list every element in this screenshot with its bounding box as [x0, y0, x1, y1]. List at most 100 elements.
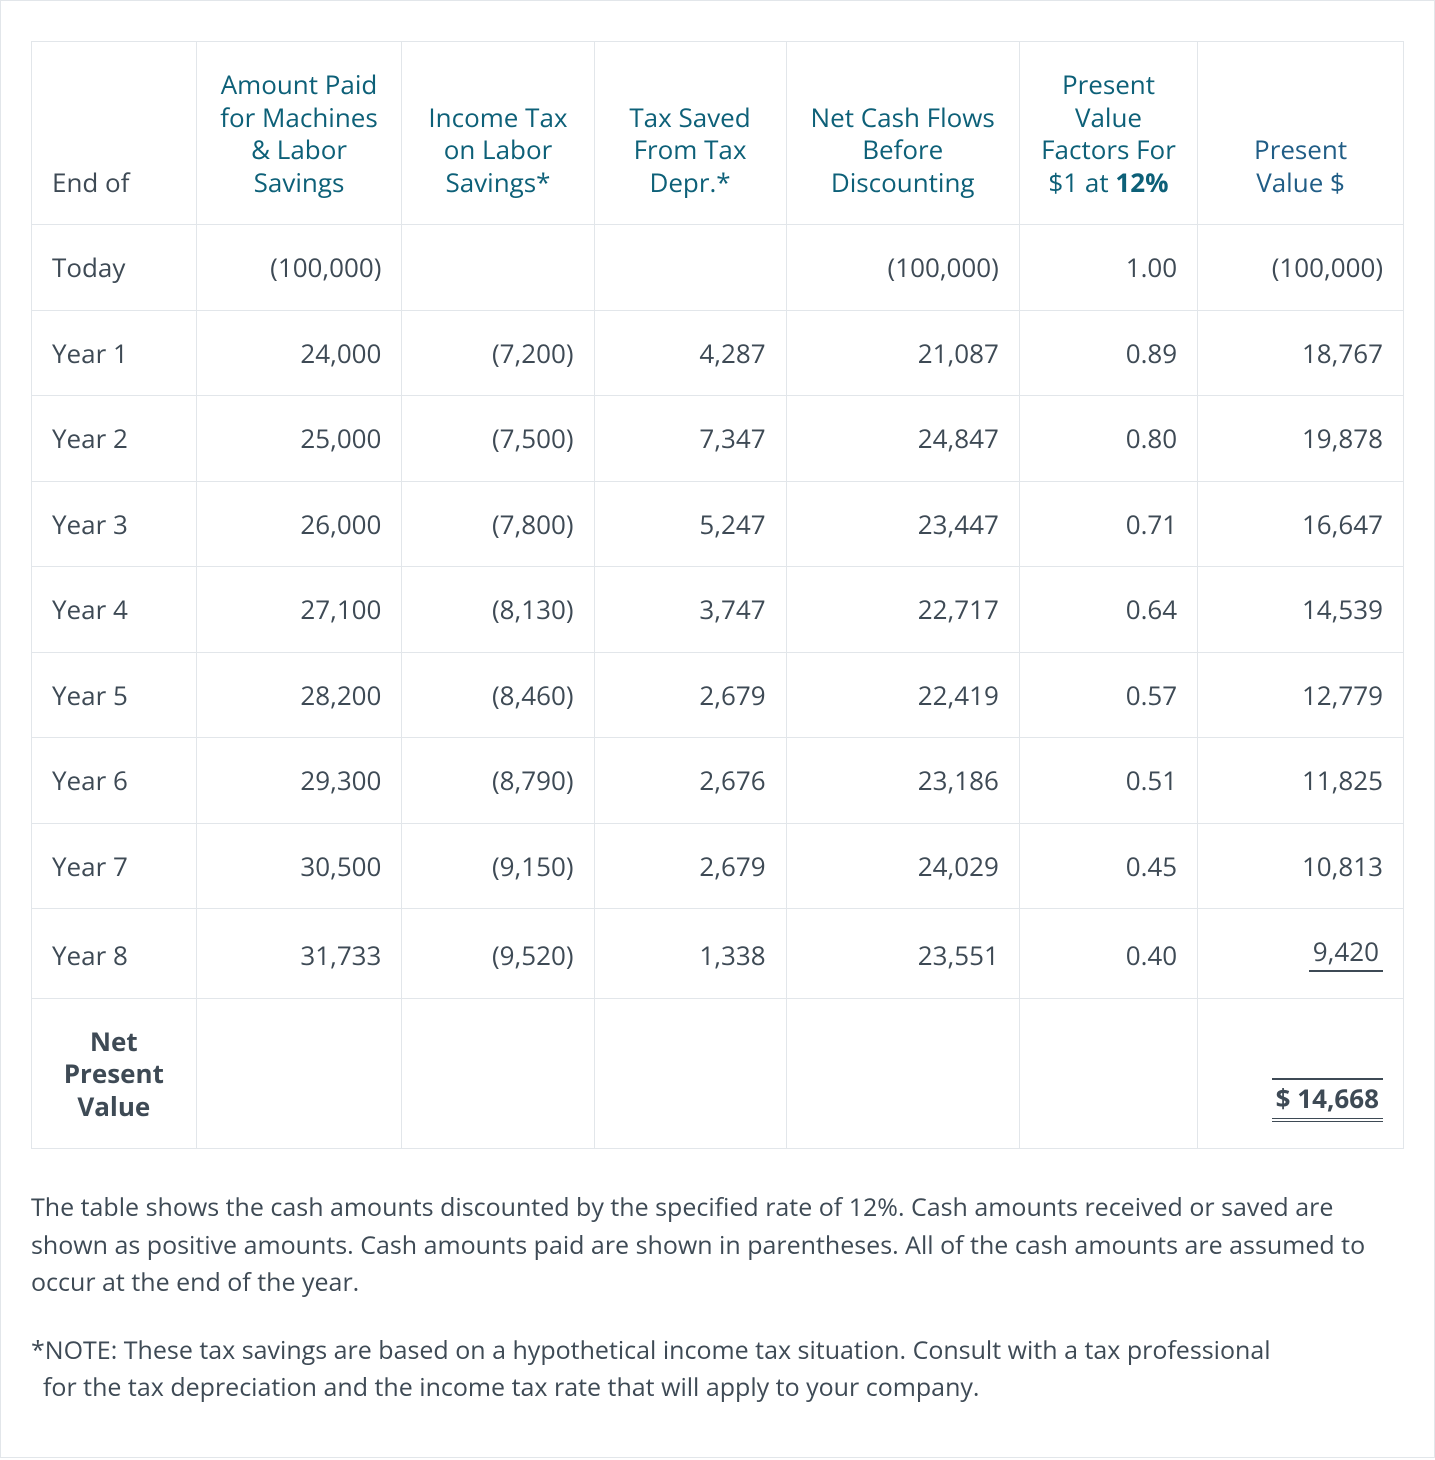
caption-note-line2: for the tax depreciation and the income …: [31, 1370, 980, 1404]
cell-pv: 19,878: [1198, 396, 1404, 482]
cell-net: 23,551: [786, 909, 1019, 999]
period: Year 3: [32, 481, 197, 567]
npv-total-label: Net Present Value: [32, 998, 197, 1149]
npv-thead: End of Amount Paid for Machines & Labor …: [32, 42, 1404, 225]
cell-tax-saved: 3,747: [594, 567, 786, 653]
cell-net: 22,717: [786, 567, 1019, 653]
empty-cell: [1019, 998, 1197, 1149]
cell-pvf: 0.80: [1019, 396, 1197, 482]
pvf-rate: 12%: [1115, 164, 1168, 200]
cell-pv: (100,000): [1198, 225, 1404, 311]
cell-net: 24,847: [786, 396, 1019, 482]
cell-tax-on: (9,520): [402, 909, 594, 999]
cell-paid: 27,100: [196, 567, 402, 653]
cell-tax-on: (7,800): [402, 481, 594, 567]
cell-pv: 16,647: [1198, 481, 1404, 567]
period: Year 6: [32, 738, 197, 824]
cell-paid: 26,000: [196, 481, 402, 567]
npv-total-cell: $ 14,668: [1198, 998, 1404, 1149]
cell-tax-saved: 2,679: [594, 652, 786, 738]
cell-tax-on: (8,790): [402, 738, 594, 824]
cell-pvf: 0.64: [1019, 567, 1197, 653]
cell-tax-saved: 7,347: [594, 396, 786, 482]
cell-pvf: 1.00: [1019, 225, 1197, 311]
cell-paid: 24,000: [196, 310, 402, 396]
header-row: End of Amount Paid for Machines & Labor …: [32, 42, 1404, 225]
cell-tax-on: [402, 225, 594, 311]
table-row: Today(100,000)(100,000)1.00(100,000): [32, 225, 1404, 311]
table-row: Year 629,300(8,790)2,67623,1860.5111,825: [32, 738, 1404, 824]
cell-paid: 29,300: [196, 738, 402, 824]
period: Year 5: [32, 652, 197, 738]
period: Year 1: [32, 310, 197, 396]
empty-cell: [594, 998, 786, 1149]
pv-subtotal-underline: 9,420: [1309, 935, 1383, 972]
cell-tax-saved: 4,287: [594, 310, 786, 396]
cell-paid: 28,200: [196, 652, 402, 738]
col-header-paid: Amount Paid for Machines & Labor Savings: [196, 42, 402, 225]
period: Year 2: [32, 396, 197, 482]
cell-pvf: 0.51: [1019, 738, 1197, 824]
cell-pvf: 0.40: [1019, 909, 1197, 999]
cell-tax-saved: 2,679: [594, 823, 786, 909]
cell-net: 23,186: [786, 738, 1019, 824]
cell-tax-saved: 5,247: [594, 481, 786, 567]
table-row: Year 427,100(8,130)3,74722,7170.6414,539: [32, 567, 1404, 653]
caption-note-line1: *NOTE: These tax savings are based on a …: [31, 1333, 1271, 1367]
table-row: Year 831,733(9,520)1,33823,5510.40 9,420: [32, 909, 1404, 999]
period: Year 4: [32, 567, 197, 653]
cell-tax-on: (8,130): [402, 567, 594, 653]
cell-tax-on: (7,200): [402, 310, 594, 396]
cell-pvf: 0.57: [1019, 652, 1197, 738]
cell-pvf: 0.45: [1019, 823, 1197, 909]
col-header-tax-on: Income Tax on Labor Savings*: [402, 42, 594, 225]
cell-tax-saved: [594, 225, 786, 311]
period: Year 8: [32, 909, 197, 999]
table-row: Year 326,000(7,800)5,24723,4470.7116,647: [32, 481, 1404, 567]
col-header-net: Net Cash Flows Before Discounting: [786, 42, 1019, 225]
npv-document: End of Amount Paid for Machines & Labor …: [0, 0, 1435, 1458]
table-row: Year 730,500(9,150)2,67924,0290.4510,813: [32, 823, 1404, 909]
cell-tax-saved: 1,338: [594, 909, 786, 999]
table-caption: The table shows the cash amounts discoun…: [31, 1189, 1404, 1407]
cell-net: 24,029: [786, 823, 1019, 909]
period: Today: [32, 225, 197, 311]
cell-tax-on: (7,500): [402, 396, 594, 482]
empty-cell: [196, 998, 402, 1149]
cell-pv: 14,539: [1198, 567, 1404, 653]
period: Year 7: [32, 823, 197, 909]
col-header-period: End of: [32, 42, 197, 225]
cell-paid: (100,000): [196, 225, 402, 311]
caption-paragraph-2: *NOTE: These tax savings are based on a …: [31, 1332, 1404, 1407]
table-row: Year 528,200(8,460)2,67922,4190.5712,779: [32, 652, 1404, 738]
empty-cell: [786, 998, 1019, 1149]
col-header-pvf: Present Value Factors For $1 at 12%: [1019, 42, 1197, 225]
npv-tbody: Today(100,000)(100,000)1.00(100,000)Year…: [32, 225, 1404, 1149]
col-header-tax-saved: Tax Saved From Tax Depr.*: [594, 42, 786, 225]
cell-net: 22,419: [786, 652, 1019, 738]
cell-tax-on: (8,460): [402, 652, 594, 738]
cell-pv: 12,779: [1198, 652, 1404, 738]
cell-paid: 31,733: [196, 909, 402, 999]
npv-table: End of Amount Paid for Machines & Labor …: [31, 41, 1404, 1149]
cell-net: 23,447: [786, 481, 1019, 567]
cell-pv: 10,813: [1198, 823, 1404, 909]
cell-pvf: 0.71: [1019, 481, 1197, 567]
cell-paid: 25,000: [196, 396, 402, 482]
cell-tax-on: (9,150): [402, 823, 594, 909]
cell-net: (100,000): [786, 225, 1019, 311]
cell-pvf: 0.89: [1019, 310, 1197, 396]
cell-pv: 18,767: [1198, 310, 1404, 396]
empty-cell: [402, 998, 594, 1149]
cell-tax-saved: 2,676: [594, 738, 786, 824]
npv-total-value: $ 14,668: [1272, 1078, 1383, 1123]
col-header-pv: Present Value $: [1198, 42, 1404, 225]
table-total-row: Net Present Value $ 14,668: [32, 998, 1404, 1149]
cell-pv: 11,825: [1198, 738, 1404, 824]
table-row: Year 124,000(7,200)4,28721,0870.8918,767: [32, 310, 1404, 396]
cell-net: 21,087: [786, 310, 1019, 396]
cell-pv: 9,420: [1198, 909, 1404, 999]
caption-paragraph-1: The table shows the cash amounts discoun…: [31, 1189, 1404, 1302]
cell-paid: 30,500: [196, 823, 402, 909]
table-row: Year 225,000(7,500)7,34724,8470.8019,878: [32, 396, 1404, 482]
